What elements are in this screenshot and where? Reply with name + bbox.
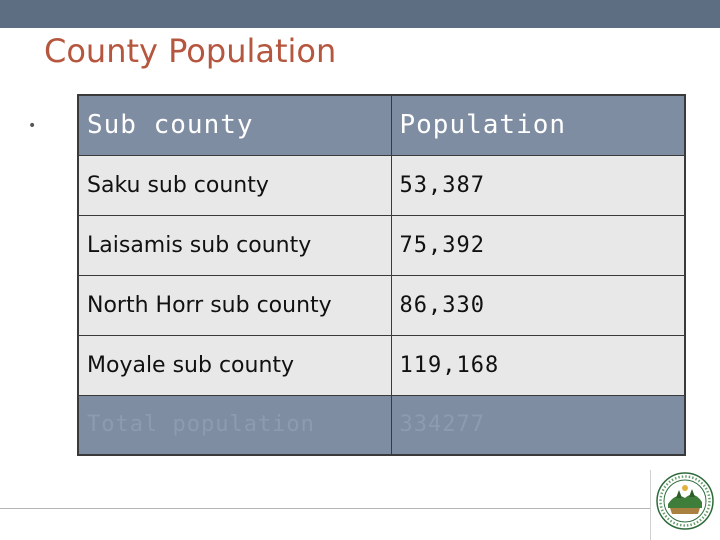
footer-divider-vertical <box>650 470 651 540</box>
table-row: North Horr sub county 86,330 <box>77 274 686 336</box>
table-row: Moyale sub county 119,168 <box>77 334 686 396</box>
header-population: Population <box>390 94 686 156</box>
table-header-row: Sub county Population <box>77 94 686 156</box>
sub-county-cell: Saku sub county <box>77 154 392 216</box>
population-cell: 86,330 <box>390 274 686 336</box>
sub-county-cell: Laisamis sub county <box>77 214 392 276</box>
total-value-cell: 334277 <box>390 394 686 456</box>
table-row: Laisamis sub county 75,392 <box>77 214 686 276</box>
population-cell: 119,168 <box>390 334 686 396</box>
slide-title: County Population <box>44 32 337 70</box>
population-cell: 75,392 <box>390 214 686 276</box>
footer-divider <box>0 508 650 509</box>
sub-county-cell: North Horr sub county <box>77 274 392 336</box>
top-banner <box>0 0 720 28</box>
table-row: Saku sub county 53,387 <box>77 154 686 216</box>
total-label-cell: Total population <box>77 394 392 456</box>
total-row: Total population 334277 <box>77 394 686 456</box>
population-table: Sub county Population Saku sub county 53… <box>77 94 686 456</box>
sub-county-cell: Moyale sub county <box>77 334 392 396</box>
county-seal-icon <box>656 472 714 530</box>
population-cell: 53,387 <box>390 154 686 216</box>
header-sub-county: Sub county <box>77 94 392 156</box>
bullet-marker: • <box>28 118 37 134</box>
